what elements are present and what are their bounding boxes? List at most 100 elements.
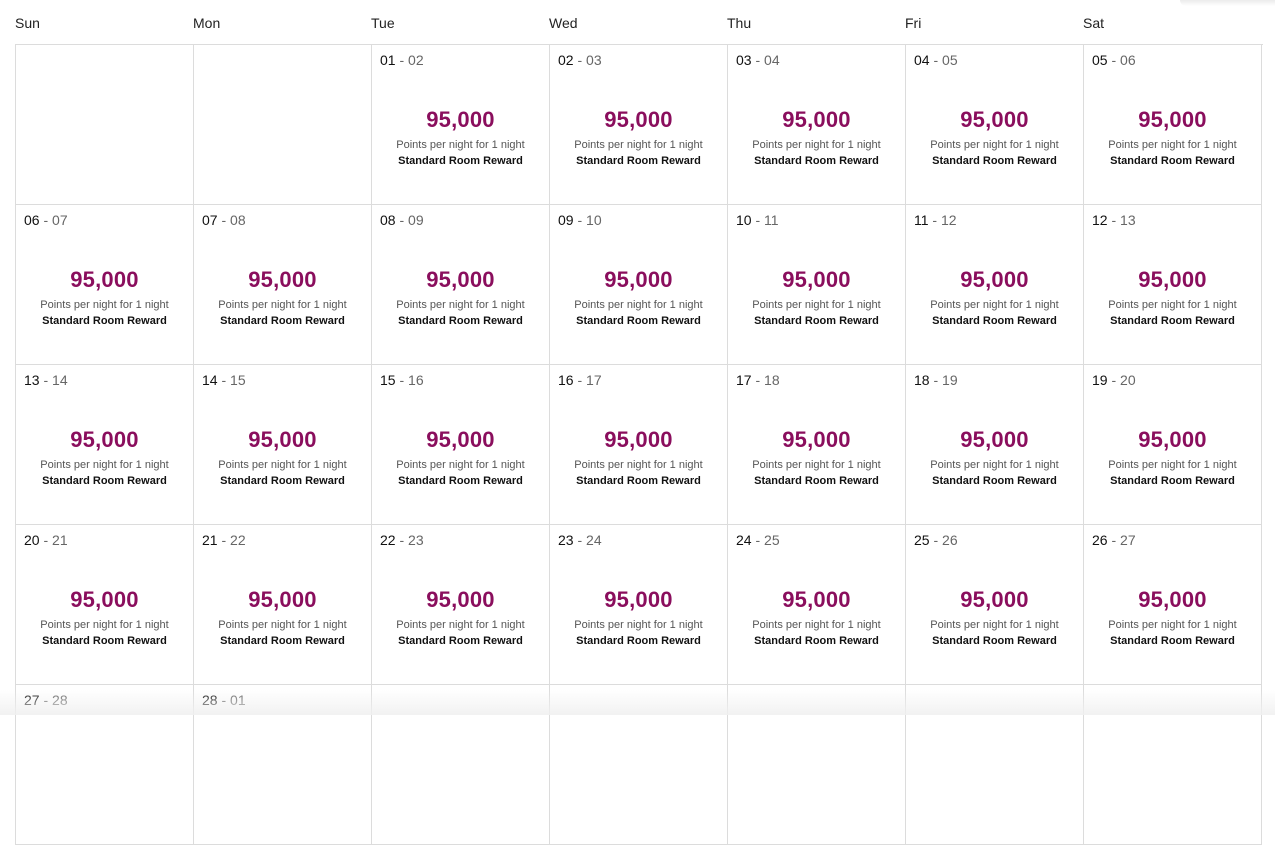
calendar-cell[interactable]: 28 - 01 — [194, 685, 372, 845]
calendar-cell[interactable]: 11 - 12 95,000 Points per night for 1 nigh… — [906, 205, 1084, 365]
weekday-thu: Thu — [727, 15, 752, 31]
calendar-cell[interactable]: 21 - 22 95,000 Points per night for 1 nigh… — [194, 525, 372, 685]
date-range: 24 - 25 — [736, 532, 780, 548]
date-range: 18 - 19 — [914, 372, 958, 388]
calendar-cell[interactable]: 06 - 07 95,000 Points per night for 1 nigh… — [16, 205, 194, 365]
calendar-cell[interactable]: 18 - 19 95,000 Points per night for 1 nigh… — [906, 365, 1084, 525]
calendar-cell[interactable]: 24 - 25 95,000 Points per night for 1 nigh… — [728, 525, 906, 685]
calendar-cell[interactable]: 13 - 14 95,000 Points per night for 1 nigh… — [16, 365, 194, 525]
reward-type: Standard Room Reward — [932, 635, 1057, 647]
calendar-cell[interactable]: 03 - 04 95,000 Points per night for 1 nigh… — [728, 45, 906, 205]
check-out-day: 12 — [941, 212, 957, 228]
calendar-cell[interactable]: 01 - 02 95,000 Points per night for 1 nigh… — [372, 45, 550, 205]
weekday-mon: Mon — [193, 15, 221, 31]
check-out-day: 01 — [230, 692, 246, 708]
points-price: 95,000 — [70, 267, 139, 292]
points-price: 95,000 — [604, 267, 673, 292]
reward-type: Standard Room Reward — [576, 155, 701, 167]
calendar-cell[interactable]: 17 - 18 95,000 Points per night for 1 nigh… — [728, 365, 906, 525]
check-in-day: 19 — [1092, 372, 1108, 388]
calendar-cell[interactable]: 15 - 16 95,000 Points per night for 1 nigh… — [372, 365, 550, 525]
reward-type: Standard Room Reward — [398, 315, 523, 327]
calendar-cell[interactable]: 25 - 26 95,000 Points per night for 1 nigh… — [906, 525, 1084, 685]
points-description: Points per night for 1 night — [1108, 139, 1237, 151]
reward-type: Standard Room Reward — [220, 315, 345, 327]
calendar-cell[interactable]: 26 - 27 95,000 Points per night for 1 nigh… — [1084, 525, 1262, 685]
check-in-day: 02 — [558, 52, 574, 68]
check-in-day: 14 — [202, 372, 218, 388]
check-out-day: 03 — [586, 52, 602, 68]
date-range: 10 - 11 — [736, 212, 779, 228]
date-range: 07 - 08 — [202, 212, 246, 228]
calendar-cell[interactable]: 19 - 20 95,000 Points per night for 1 nigh… — [1084, 365, 1262, 525]
calendar-cell[interactable]: 07 - 08 95,000 Points per night for 1 nigh… — [194, 205, 372, 365]
calendar-cell[interactable]: 10 - 11 95,000 Points per night for 1 nigh… — [728, 205, 906, 365]
calendar-cell-empty — [194, 45, 372, 205]
date-separator: - — [39, 372, 53, 388]
date-separator: - — [573, 372, 587, 388]
calendar-cell[interactable]: 05 - 06 95,000 Points per night for 1 nigh… — [1084, 45, 1262, 205]
check-in-day: 27 — [24, 692, 40, 708]
date-range: 19 - 20 — [1092, 372, 1136, 388]
points-description: Points per night for 1 night — [930, 299, 1059, 311]
points-price: 95,000 — [960, 107, 1029, 132]
check-out-day: 15 — [230, 372, 246, 388]
date-range: 21 - 22 — [202, 532, 246, 548]
points-description: Points per night for 1 night — [574, 299, 703, 311]
date-separator: - — [217, 212, 231, 228]
date-range: 15 - 16 — [380, 372, 424, 388]
check-in-day: 26 — [1092, 532, 1108, 548]
reward-type: Standard Room Reward — [576, 635, 701, 647]
reward-type: Standard Room Reward — [220, 475, 345, 487]
reward-type: Standard Room Reward — [754, 475, 879, 487]
calendar-cell[interactable]: 02 - 03 95,000 Points per night for 1 nigh… — [550, 45, 728, 205]
overlay-shadow — [1180, 0, 1275, 6]
points-description: Points per night for 1 night — [930, 139, 1059, 151]
points-description: Points per night for 1 night — [574, 139, 703, 151]
points-price: 95,000 — [604, 107, 673, 132]
calendar-cell[interactable]: 14 - 15 95,000 Points per night for 1 nigh… — [194, 365, 372, 525]
points-description: Points per night for 1 night — [1108, 459, 1237, 471]
reward-type: Standard Room Reward — [398, 635, 523, 647]
check-out-day: 20 — [1120, 372, 1136, 388]
check-in-day: 21 — [202, 532, 218, 548]
check-out-day: 14 — [52, 372, 68, 388]
date-separator: - — [1107, 372, 1121, 388]
date-range: 22 - 23 — [380, 532, 424, 548]
check-in-day: 20 — [24, 532, 40, 548]
points-description: Points per night for 1 night — [218, 619, 347, 631]
calendar-cell[interactable]: 23 - 24 95,000 Points per night for 1 nigh… — [550, 525, 728, 685]
points-description: Points per night for 1 night — [40, 299, 169, 311]
reward-type: Standard Room Reward — [1110, 155, 1235, 167]
calendar-cell-empty — [550, 685, 728, 845]
points-price: 95,000 — [782, 587, 851, 612]
calendar-cell[interactable]: 04 - 05 95,000 Points per night for 1 nigh… — [906, 45, 1084, 205]
check-in-day: 11 — [914, 212, 929, 228]
reward-type: Standard Room Reward — [398, 155, 523, 167]
reward-type: Standard Room Reward — [42, 475, 167, 487]
rate-calendar: Sun Mon Tue Wed Thu Fri Sat 01 - 02 95,00… — [15, 0, 1263, 845]
points-price: 95,000 — [782, 427, 851, 452]
date-range: 04 - 05 — [914, 52, 958, 68]
check-out-day: 26 — [942, 532, 958, 548]
reward-type: Standard Room Reward — [1110, 315, 1235, 327]
calendar-cell[interactable]: 12 - 13 95,000 Points per night for 1 nigh… — [1084, 205, 1262, 365]
check-in-day: 07 — [202, 212, 218, 228]
check-out-day: 10 — [586, 212, 602, 228]
reward-type: Standard Room Reward — [1110, 475, 1235, 487]
check-out-day: 16 — [408, 372, 424, 388]
date-range: 11 - 12 — [914, 212, 957, 228]
points-description: Points per night for 1 night — [752, 459, 881, 471]
calendar-cell[interactable]: 20 - 21 95,000 Points per night for 1 nigh… — [16, 525, 194, 685]
check-in-day: 13 — [24, 372, 40, 388]
points-description: Points per night for 1 night — [1108, 299, 1237, 311]
reward-type: Standard Room Reward — [754, 635, 879, 647]
calendar-grid: 01 - 02 95,000 Points per night for 1 nigh… — [15, 44, 1263, 845]
calendar-cell[interactable]: 16 - 17 95,000 Points per night for 1 nigh… — [550, 365, 728, 525]
calendar-cell[interactable]: 22 - 23 95,000 Points per night for 1 nigh… — [372, 525, 550, 685]
calendar-cell[interactable]: 08 - 09 95,000 Points per night for 1 nigh… — [372, 205, 550, 365]
calendar-cell[interactable]: 09 - 10 95,000 Points per night for 1 nigh… — [550, 205, 728, 365]
points-description: Points per night for 1 night — [574, 459, 703, 471]
calendar-cell-empty — [906, 685, 1084, 845]
calendar-cell[interactable]: 27 - 28 — [16, 685, 194, 845]
